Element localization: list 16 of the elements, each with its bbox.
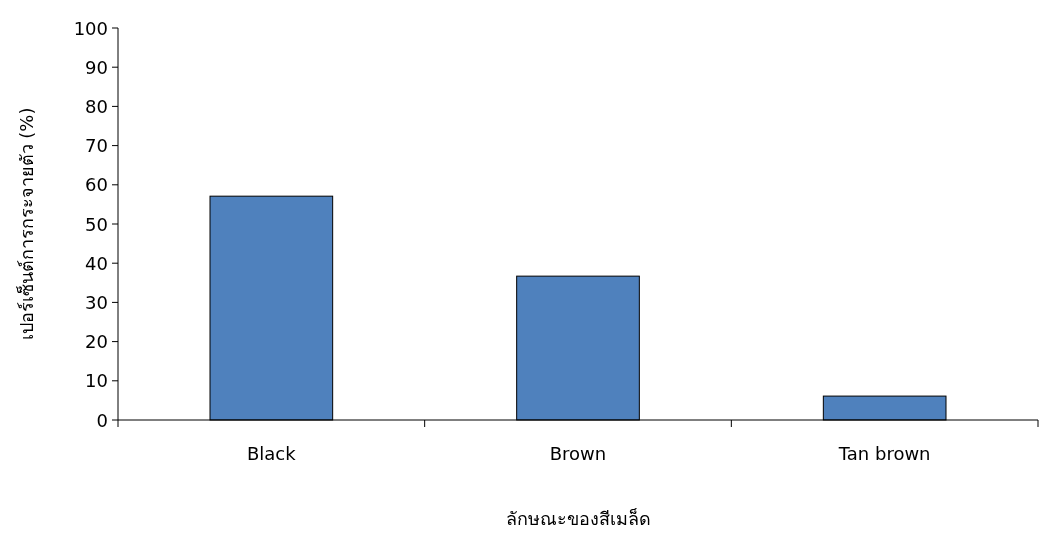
y-tick-label: 100 bbox=[73, 17, 108, 39]
y-tick-label: 60 bbox=[85, 174, 108, 196]
y-tick-label: 40 bbox=[85, 252, 108, 274]
y-tick-label: 90 bbox=[85, 56, 108, 78]
y-tick-label: 10 bbox=[85, 370, 108, 392]
x-axis-title: ลักษณะของสีเมล็ด bbox=[505, 507, 651, 529]
y-tick-label: 80 bbox=[85, 95, 108, 117]
y-axis-title: เปอร์เซ็นต์การกระจายตัว (%) bbox=[14, 107, 37, 341]
y-tick-label: 30 bbox=[85, 291, 108, 313]
x-tick-label: Black bbox=[246, 443, 297, 464]
y-tick-label: 70 bbox=[85, 135, 108, 157]
y-tick-label: 50 bbox=[85, 213, 108, 235]
x-tick-label: Brown bbox=[549, 443, 607, 464]
y-tick-label: 0 bbox=[96, 409, 108, 431]
y-tick-label: 20 bbox=[85, 331, 108, 353]
x-tick-label: Tan brown bbox=[837, 443, 931, 464]
